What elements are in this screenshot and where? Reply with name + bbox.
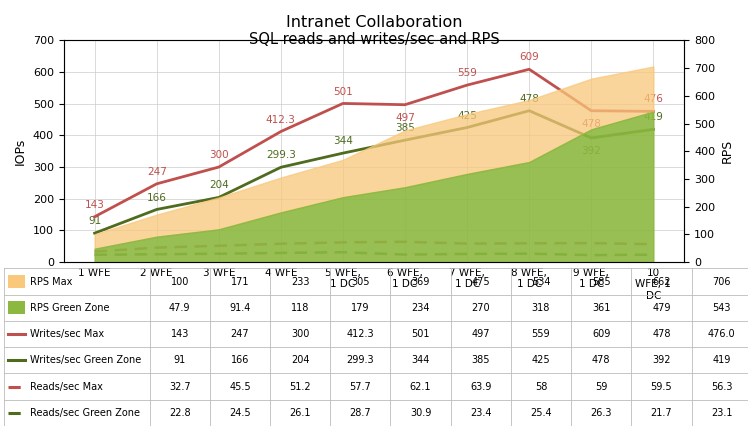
Text: 143: 143 — [171, 329, 189, 339]
Bar — [8, 302, 25, 314]
Text: 247: 247 — [147, 167, 167, 177]
Text: 392: 392 — [652, 355, 671, 366]
Text: 361: 361 — [592, 303, 610, 313]
Text: RPS Green Zone: RPS Green Zone — [30, 303, 109, 313]
Text: 318: 318 — [532, 303, 551, 313]
Text: 234: 234 — [411, 303, 430, 313]
Text: 23.1: 23.1 — [711, 408, 732, 418]
Text: 25.4: 25.4 — [530, 408, 552, 418]
Text: 425: 425 — [457, 111, 477, 121]
Text: 118: 118 — [291, 303, 310, 313]
Text: 26.3: 26.3 — [590, 408, 612, 418]
Text: 233: 233 — [291, 276, 310, 287]
Bar — [8, 275, 25, 288]
Text: 299.3: 299.3 — [346, 355, 374, 366]
Text: 166: 166 — [147, 193, 167, 202]
Text: 171: 171 — [230, 276, 249, 287]
Text: Reads/sec Max: Reads/sec Max — [30, 382, 102, 391]
Text: 662: 662 — [652, 276, 671, 287]
Text: 412.3: 412.3 — [346, 329, 374, 339]
Text: 91: 91 — [174, 355, 186, 366]
Text: 478: 478 — [519, 94, 539, 104]
Text: 28.7: 28.7 — [349, 408, 371, 418]
Text: 559: 559 — [457, 68, 477, 78]
Text: 300: 300 — [291, 329, 310, 339]
Text: 479: 479 — [652, 303, 671, 313]
Text: 476.0: 476.0 — [708, 329, 735, 339]
Text: 47.9: 47.9 — [169, 303, 191, 313]
Text: 59.5: 59.5 — [651, 382, 672, 391]
Text: 344: 344 — [333, 136, 353, 146]
Text: 63.9: 63.9 — [470, 382, 491, 391]
Text: 32.7: 32.7 — [169, 382, 191, 391]
Text: 58: 58 — [535, 382, 548, 391]
Y-axis label: RPS: RPS — [721, 139, 734, 163]
Text: 91: 91 — [88, 216, 101, 226]
Text: 419: 419 — [643, 112, 663, 122]
Text: 478: 478 — [652, 329, 671, 339]
Text: 585: 585 — [592, 276, 610, 287]
Text: 478: 478 — [581, 119, 601, 129]
Text: 501: 501 — [333, 86, 353, 97]
Text: 385: 385 — [471, 355, 490, 366]
Text: 100: 100 — [171, 276, 189, 287]
Text: 204: 204 — [291, 355, 310, 366]
Text: 26.1: 26.1 — [289, 408, 311, 418]
Text: 51.2: 51.2 — [289, 382, 311, 391]
Text: Writes/sec Max: Writes/sec Max — [30, 329, 104, 339]
Text: 476: 476 — [643, 95, 663, 104]
Text: 204: 204 — [209, 181, 229, 190]
Text: 179: 179 — [351, 303, 370, 313]
Text: 706: 706 — [712, 276, 731, 287]
Text: 497: 497 — [395, 113, 415, 123]
Text: 369: 369 — [411, 276, 430, 287]
Text: 344: 344 — [411, 355, 430, 366]
Text: 609: 609 — [519, 52, 539, 62]
Text: Intranet Collaboration: Intranet Collaboration — [286, 14, 462, 30]
Y-axis label: IOPs: IOPs — [14, 138, 27, 165]
Text: 45.5: 45.5 — [229, 382, 251, 391]
Text: 300: 300 — [209, 150, 229, 160]
Text: Writes/sec Green Zone: Writes/sec Green Zone — [30, 355, 141, 366]
Text: 299.3: 299.3 — [266, 150, 295, 160]
Text: 478: 478 — [592, 355, 610, 366]
Text: 412.3: 412.3 — [266, 115, 295, 124]
Text: 57.7: 57.7 — [349, 382, 371, 391]
Text: 62.1: 62.1 — [410, 382, 432, 391]
Text: 497: 497 — [471, 329, 490, 339]
Text: 425: 425 — [532, 355, 551, 366]
Text: 385: 385 — [395, 123, 415, 133]
Text: 30.9: 30.9 — [410, 408, 432, 418]
Text: RPS Max: RPS Max — [30, 276, 73, 287]
Text: 475: 475 — [471, 276, 490, 287]
Text: 21.7: 21.7 — [651, 408, 672, 418]
Text: 143: 143 — [85, 200, 105, 210]
Text: 419: 419 — [712, 355, 731, 366]
Text: SQL reads and writes/sec and RPS: SQL reads and writes/sec and RPS — [248, 32, 500, 47]
Text: 543: 543 — [712, 303, 731, 313]
Text: 22.8: 22.8 — [169, 408, 191, 418]
Text: 59: 59 — [595, 382, 607, 391]
Text: 24.5: 24.5 — [229, 408, 251, 418]
Text: 501: 501 — [411, 329, 430, 339]
Text: 270: 270 — [471, 303, 490, 313]
Text: 166: 166 — [230, 355, 249, 366]
Text: 305: 305 — [351, 276, 370, 287]
Text: 247: 247 — [230, 329, 249, 339]
Text: 534: 534 — [532, 276, 551, 287]
Text: 56.3: 56.3 — [711, 382, 732, 391]
Text: 609: 609 — [592, 329, 610, 339]
Text: Reads/sec Green Zone: Reads/sec Green Zone — [30, 408, 140, 418]
Text: 91.4: 91.4 — [229, 303, 251, 313]
Text: 23.4: 23.4 — [470, 408, 491, 418]
Text: 392: 392 — [581, 146, 601, 156]
Text: 559: 559 — [532, 329, 551, 339]
